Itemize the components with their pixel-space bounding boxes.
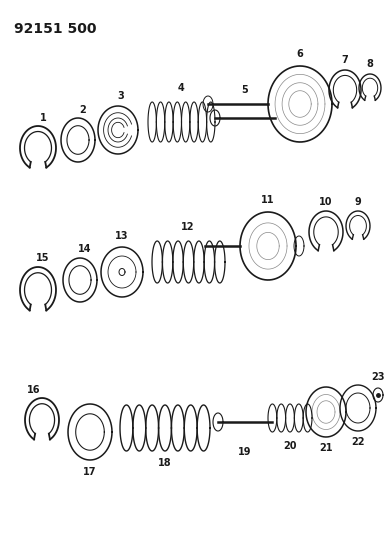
Text: 3: 3 [118,91,125,101]
Text: 18: 18 [158,458,172,468]
Text: 20: 20 [283,441,297,451]
Text: 17: 17 [83,467,97,477]
Text: 2: 2 [80,105,87,115]
Text: 7: 7 [341,55,348,65]
Text: 13: 13 [115,231,129,241]
Text: 23: 23 [371,372,385,382]
Text: 4: 4 [178,83,184,93]
Text: 9: 9 [355,197,361,207]
Text: 22: 22 [351,437,365,447]
Text: 10: 10 [319,197,333,207]
Text: 8: 8 [367,59,373,69]
Text: 92151 500: 92151 500 [14,22,97,36]
Text: 19: 19 [238,447,252,457]
Text: 5: 5 [242,85,248,95]
Text: 1: 1 [40,113,47,123]
Text: 6: 6 [296,49,303,59]
Text: 21: 21 [319,443,333,453]
Text: 11: 11 [261,195,275,205]
Text: 15: 15 [36,253,50,263]
Text: 12: 12 [181,222,195,232]
Text: 16: 16 [27,385,41,395]
Text: 14: 14 [78,244,92,254]
